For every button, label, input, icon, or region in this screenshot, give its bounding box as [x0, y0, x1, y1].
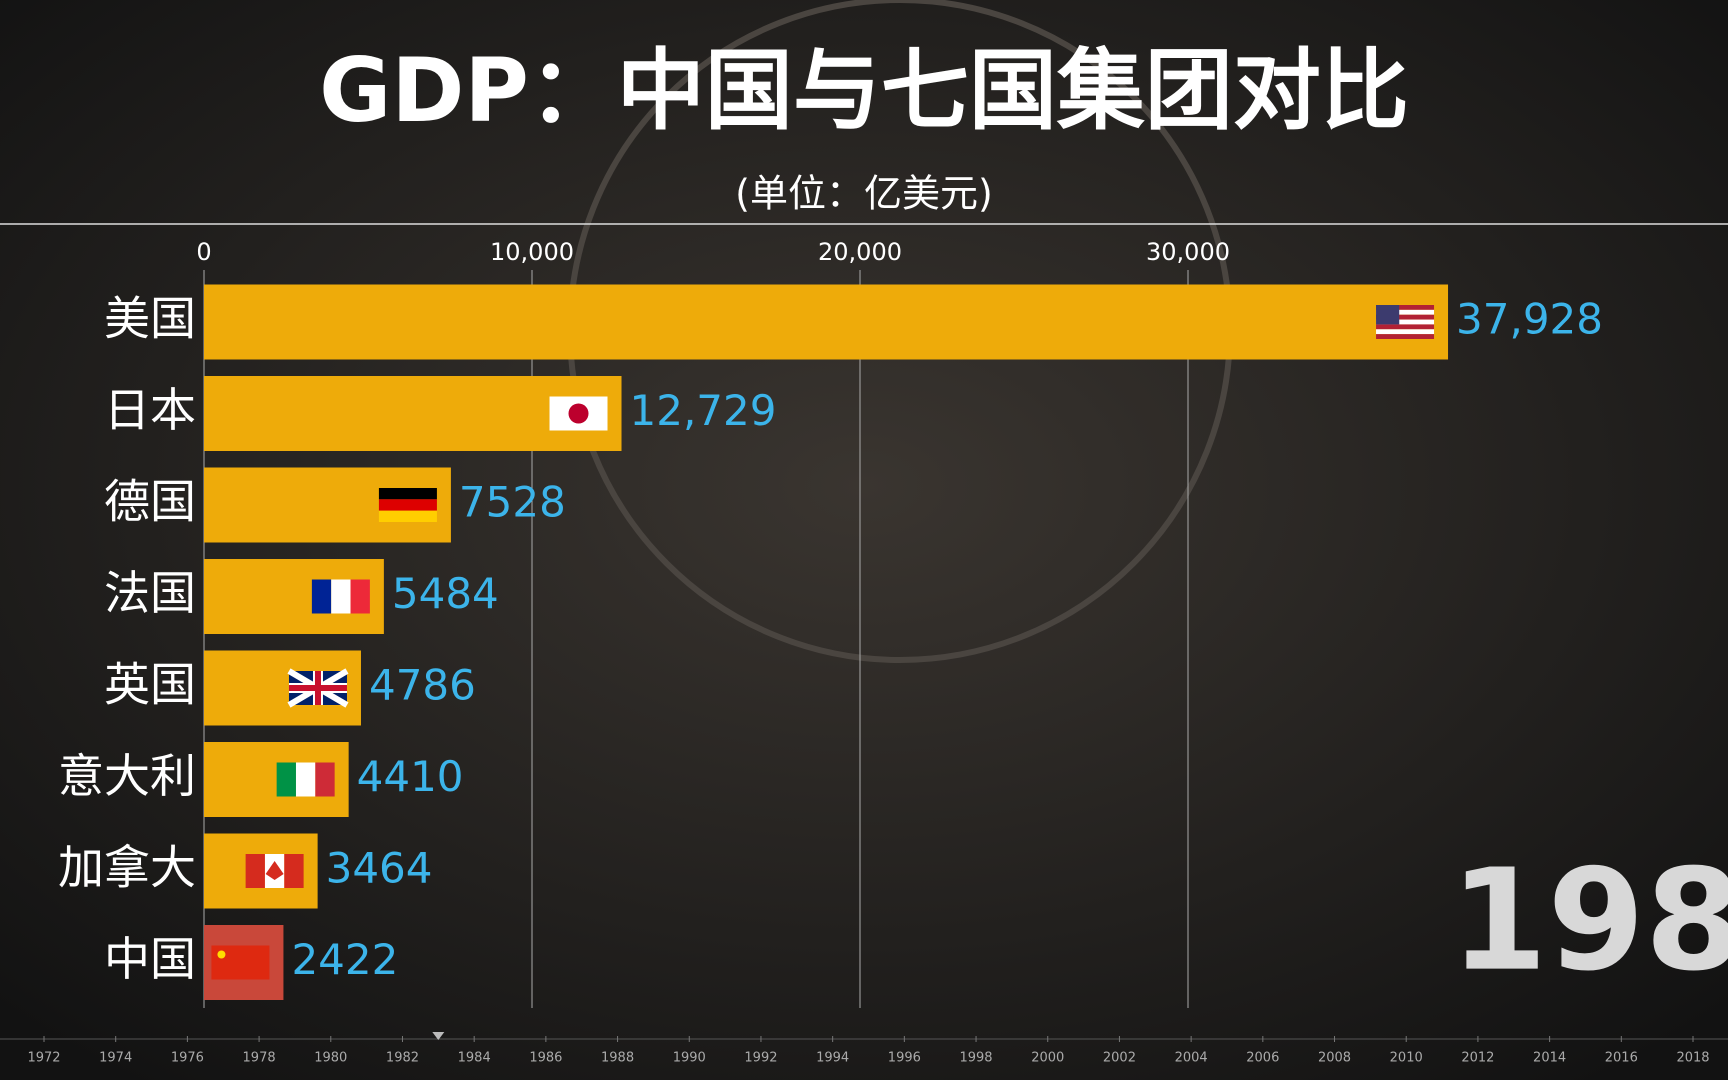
timeline-label: 2018	[1676, 1051, 1709, 1066]
timeline-label: 2002	[1103, 1051, 1136, 1066]
flag	[1376, 329, 1435, 335]
year-label: 1983	[1450, 840, 1728, 1003]
flag	[295, 762, 316, 797]
value-label: 5484	[392, 569, 499, 618]
category-label: 美国	[104, 292, 196, 346]
flag	[1376, 309, 1435, 315]
timeline-label: 1998	[959, 1051, 992, 1066]
flag	[1376, 305, 1400, 325]
timeline-label: 1984	[458, 1051, 491, 1066]
bar	[204, 284, 1449, 360]
timeline-label: 1976	[171, 1051, 204, 1066]
value-label: 37,928	[1456, 295, 1603, 344]
timeline-label: 1994	[816, 1051, 849, 1066]
x-tick-label: 0	[196, 238, 211, 266]
value-label: 2422	[291, 935, 398, 984]
category-label: 德国	[104, 475, 196, 529]
timeline-label: 1980	[314, 1051, 347, 1066]
flag	[350, 579, 370, 614]
flag	[378, 499, 437, 511]
flag	[217, 950, 226, 959]
x-tick-label: 10,000	[490, 238, 574, 266]
flag	[378, 510, 437, 522]
value-label: 4410	[357, 752, 464, 801]
category-label: 意大利	[58, 749, 196, 803]
timeline-label: 1990	[673, 1051, 706, 1066]
flag	[284, 854, 304, 888]
flag	[245, 854, 265, 888]
flag	[568, 403, 589, 424]
category-label: 中国	[104, 932, 196, 986]
flag	[1376, 324, 1435, 330]
timeline-label: 1974	[99, 1051, 132, 1066]
flag	[314, 671, 321, 705]
value-label: 7528	[459, 478, 566, 527]
category-label: 加拿大	[58, 841, 196, 895]
timeline-label: 2006	[1246, 1051, 1279, 1066]
value-label: 4786	[369, 661, 476, 710]
flag	[211, 945, 270, 980]
flag	[331, 579, 351, 614]
timeline-label: 1982	[386, 1051, 419, 1066]
timeline-label: 1972	[27, 1051, 60, 1066]
flag	[1376, 319, 1435, 325]
timeline-label: 2008	[1318, 1051, 1351, 1066]
timeline-label: 2004	[1175, 1051, 1208, 1066]
timeline-label: 2012	[1461, 1051, 1494, 1066]
timeline-label: 2014	[1533, 1051, 1566, 1066]
timeline-label: 2010	[1390, 1051, 1423, 1066]
flag	[1376, 314, 1435, 320]
value-label: 3464	[326, 844, 433, 893]
flag	[1376, 305, 1435, 310]
chart-subtitle: (单位：亿美元)	[735, 172, 993, 216]
flag	[276, 762, 296, 797]
value-label: 12,729	[630, 386, 777, 435]
flag	[311, 579, 332, 614]
flag	[265, 861, 284, 880]
timeline-label: 1978	[243, 1051, 276, 1066]
timeline-label: 2000	[1031, 1051, 1064, 1066]
category-label: 法国	[104, 566, 196, 620]
category-label: 日本	[104, 383, 196, 437]
timeline-label: 2016	[1605, 1051, 1638, 1066]
x-tick-label: 30,000	[1146, 238, 1230, 266]
flag	[315, 762, 335, 797]
timeline-marker	[432, 1032, 445, 1040]
category-label: 英国	[104, 658, 196, 712]
chart-title: GDP：中国与七国集团对比	[319, 39, 1409, 142]
timeline-label: 1986	[529, 1051, 562, 1066]
flag	[1376, 334, 1435, 339]
x-tick-label: 20,000	[818, 238, 902, 266]
timeline-label: 1996	[888, 1051, 921, 1066]
timeline-label: 1992	[744, 1051, 777, 1066]
timeline-label: 1988	[601, 1051, 634, 1066]
flag	[378, 488, 437, 500]
